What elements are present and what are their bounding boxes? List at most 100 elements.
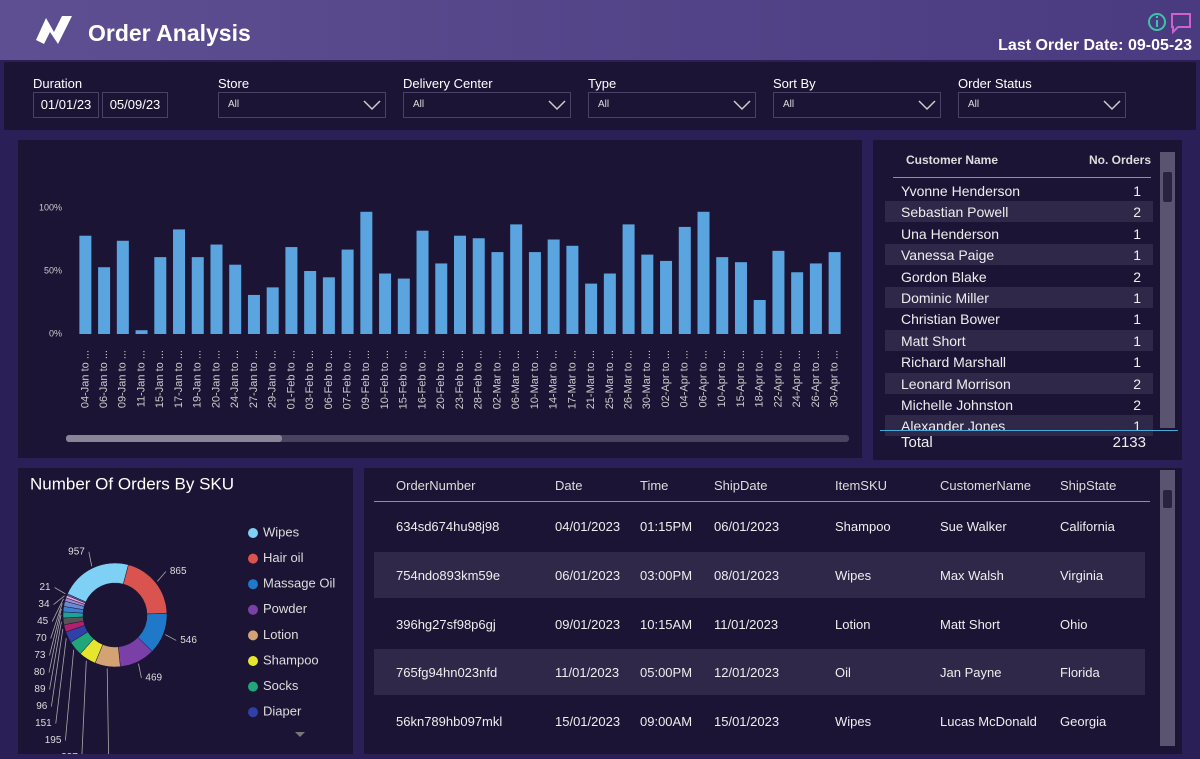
table-cell: 754ndo893km59e	[396, 567, 501, 583]
bar	[435, 263, 448, 334]
leader-line	[138, 663, 142, 679]
filter-label: Store	[218, 76, 250, 91]
table-row: Dominic Miller 1	[885, 287, 1153, 308]
bar	[791, 272, 804, 334]
dropdown[interactable]: All	[958, 92, 1126, 118]
x-tick-label: 19-Jan to ...	[192, 350, 204, 408]
chevron	[363, 100, 381, 111]
x-tick-label: 24-Apr to ...	[791, 350, 803, 407]
table-cell: Wipes	[835, 567, 872, 583]
x-tick-label: 10-Mar to ...	[529, 350, 541, 409]
leader-line	[54, 587, 66, 595]
x-tick-label: 20-Feb to ...	[435, 350, 447, 409]
bar	[285, 247, 298, 334]
bar	[678, 226, 691, 334]
data-label: 73	[34, 650, 46, 661]
x-tick-label: 04-Jan to ...	[79, 350, 91, 408]
bar	[154, 257, 167, 334]
date-input[interactable]: 05/09/23	[102, 92, 168, 118]
dropdown-value: All	[413, 99, 425, 110]
comment-icon[interactable]	[1171, 13, 1191, 34]
date-input[interactable]: 01/01/23	[33, 92, 99, 118]
table-cell: Oil	[835, 665, 851, 681]
x-tick-label: 29-Jan to ...	[267, 350, 279, 408]
x-tick-label: 01-Feb to ...	[285, 350, 297, 409]
table-cell: Georgia	[1060, 714, 1107, 730]
leader-line	[64, 649, 75, 741]
x-tick-label: 22-Apr to ...	[772, 350, 784, 407]
total-label: Total	[901, 434, 933, 451]
dropdown[interactable]: All	[218, 92, 386, 118]
column-header: No. Orders	[1088, 153, 1151, 167]
bar	[734, 262, 747, 334]
x-tick-label: 27-Jan to ...	[248, 350, 260, 408]
customer-name: Alexander Jones	[901, 418, 1006, 435]
customer-name: Una Henderson	[901, 225, 1000, 242]
order-count: 2	[1133, 268, 1141, 285]
data-label: 96	[36, 701, 48, 712]
bar	[491, 252, 504, 334]
column-header: CustomerName	[940, 478, 1032, 493]
order-count: 1	[1133, 332, 1141, 349]
x-tick-label: 30-Mar to ...	[641, 350, 653, 409]
customer-name: Christian Bower	[901, 311, 1000, 328]
y-tick-label: 100%	[39, 202, 62, 212]
table-cell: 12/01/2023	[714, 665, 780, 681]
last-order-date: Last Order Date: 09-05-23	[998, 37, 1192, 54]
leader-line	[50, 628, 64, 707]
table-cell: 05:00PM	[640, 665, 693, 681]
x-tick-label: 24-Jan to ...	[229, 350, 241, 408]
table-cell: Lucas McDonald	[940, 714, 1037, 730]
dropdown[interactable]: All	[773, 92, 941, 118]
leader-line	[49, 621, 62, 690]
table-row: Sebastian Powell 2	[885, 201, 1153, 223]
x-tick-label: 17-Jan to ...	[173, 350, 185, 408]
data-label: 21	[39, 582, 51, 593]
orders-table: OrderNumber Date Time ShipDate ItemSKU Custom…	[364, 468, 1182, 754]
chevron	[918, 100, 936, 111]
bar	[304, 271, 317, 334]
chart-title: Number Of Orders By SKU	[30, 474, 234, 493]
scrollbar-thumb	[1163, 172, 1172, 202]
x-tick-label: 21-Mar to ...	[585, 350, 597, 409]
table-cell: Lotion	[835, 616, 871, 632]
data-label: 865	[170, 566, 187, 577]
bar	[379, 273, 392, 334]
customer-name: Richard Marshall	[901, 354, 1007, 371]
chevron	[548, 100, 566, 111]
bar	[660, 260, 673, 334]
data-label: 89	[34, 684, 46, 695]
table-row: Richard Marshall 1	[885, 351, 1153, 372]
legend-more	[295, 732, 305, 737]
table-cell: 15/01/2023	[555, 714, 621, 730]
data-label: 45	[37, 616, 49, 627]
filter-label: Duration	[33, 76, 83, 91]
customer-name: Matt Short	[901, 332, 966, 349]
chevron	[1103, 100, 1121, 111]
x-tick-label: 07-Feb to ...	[342, 350, 354, 409]
bar	[98, 267, 111, 334]
pie-slice	[66, 593, 87, 604]
table-cell: Florida	[1060, 665, 1100, 681]
table-cell: 01:15PM	[640, 519, 693, 534]
info-icon[interactable]	[1148, 13, 1166, 31]
dropdown[interactable]: All	[588, 92, 756, 118]
x-tick-label: 03-Feb to ...	[304, 350, 316, 409]
table-row: Una Henderson 1	[885, 223, 1153, 244]
leader-line	[88, 551, 93, 567]
page-title: Order Analysis	[88, 20, 251, 46]
x-tick-label: 26-Apr to ...	[810, 350, 822, 407]
table-cell: Max Walsh	[940, 567, 1004, 583]
pie-chart: Number Of Orders By SKU95786554646933622…	[30, 474, 335, 759]
legend-swatch	[248, 604, 258, 615]
leader-line	[106, 668, 110, 759]
table-row: 396hg27sf98p6gj 09/01/2023 10:15AM 11/01/20…	[374, 601, 1145, 647]
table-row: Matt Short 1	[885, 329, 1153, 351]
table-row: Vanessa Paige 1	[885, 244, 1153, 266]
dropdown[interactable]: All	[403, 92, 571, 118]
column-header: Time	[640, 478, 669, 493]
x-tick-label: 04-Apr to ...	[679, 350, 691, 407]
order-count: 2	[1133, 397, 1141, 413]
bar	[828, 252, 841, 334]
